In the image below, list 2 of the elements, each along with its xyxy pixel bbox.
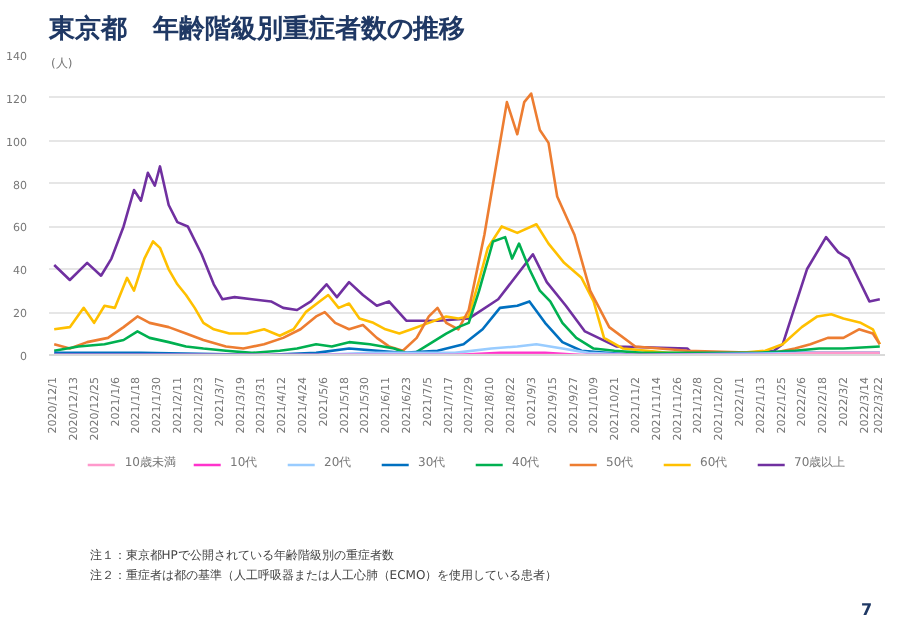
chart-title: 東京都 年齢階級別重症者数の推移 bbox=[47, 13, 465, 45]
text: 7 bbox=[861, 601, 873, 619]
